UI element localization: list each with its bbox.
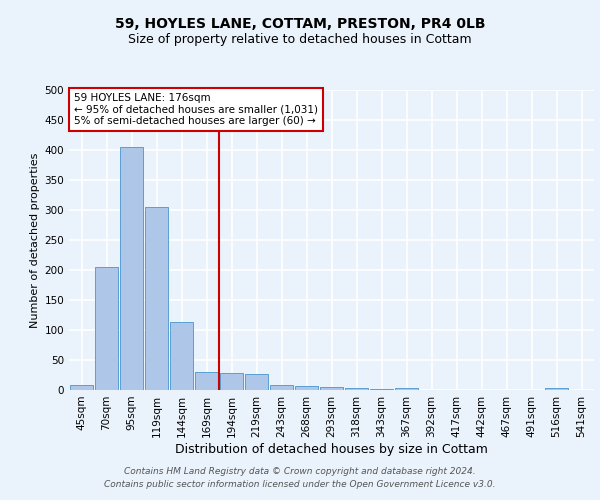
Y-axis label: Number of detached properties: Number of detached properties (30, 152, 40, 328)
Bar (119, 147, 143, 390)
Bar (245, 374, 268, 390)
Bar (320, 387, 343, 390)
Text: 59, HOYLES LANE, COTTAM, PRESTON, PR4 0LB: 59, HOYLES LANE, COTTAM, PRESTON, PR4 0L… (115, 18, 485, 32)
Text: Contains HM Land Registry data © Crown copyright and database right 2024.: Contains HM Land Registry data © Crown c… (124, 467, 476, 476)
Bar (395, 388, 418, 390)
Bar (545, 388, 568, 390)
Bar (170, 322, 193, 390)
Bar (295, 386, 319, 390)
Bar (194, 372, 218, 390)
Bar (145, 207, 169, 390)
Text: Size of property relative to detached houses in Cottam: Size of property relative to detached ho… (128, 32, 472, 46)
Text: Contains public sector information licensed under the Open Government Licence v3: Contains public sector information licen… (104, 480, 496, 489)
Bar (220, 372, 244, 390)
Bar (344, 388, 368, 390)
Text: 59 HOYLES LANE: 176sqm
← 95% of detached houses are smaller (1,031)
5% of semi-d: 59 HOYLES LANE: 176sqm ← 95% of detached… (74, 93, 318, 126)
X-axis label: Distribution of detached houses by size in Cottam: Distribution of detached houses by size … (175, 442, 488, 456)
Bar (70, 385, 94, 390)
Bar (269, 384, 293, 390)
Bar (370, 389, 394, 390)
Bar (95, 267, 118, 390)
